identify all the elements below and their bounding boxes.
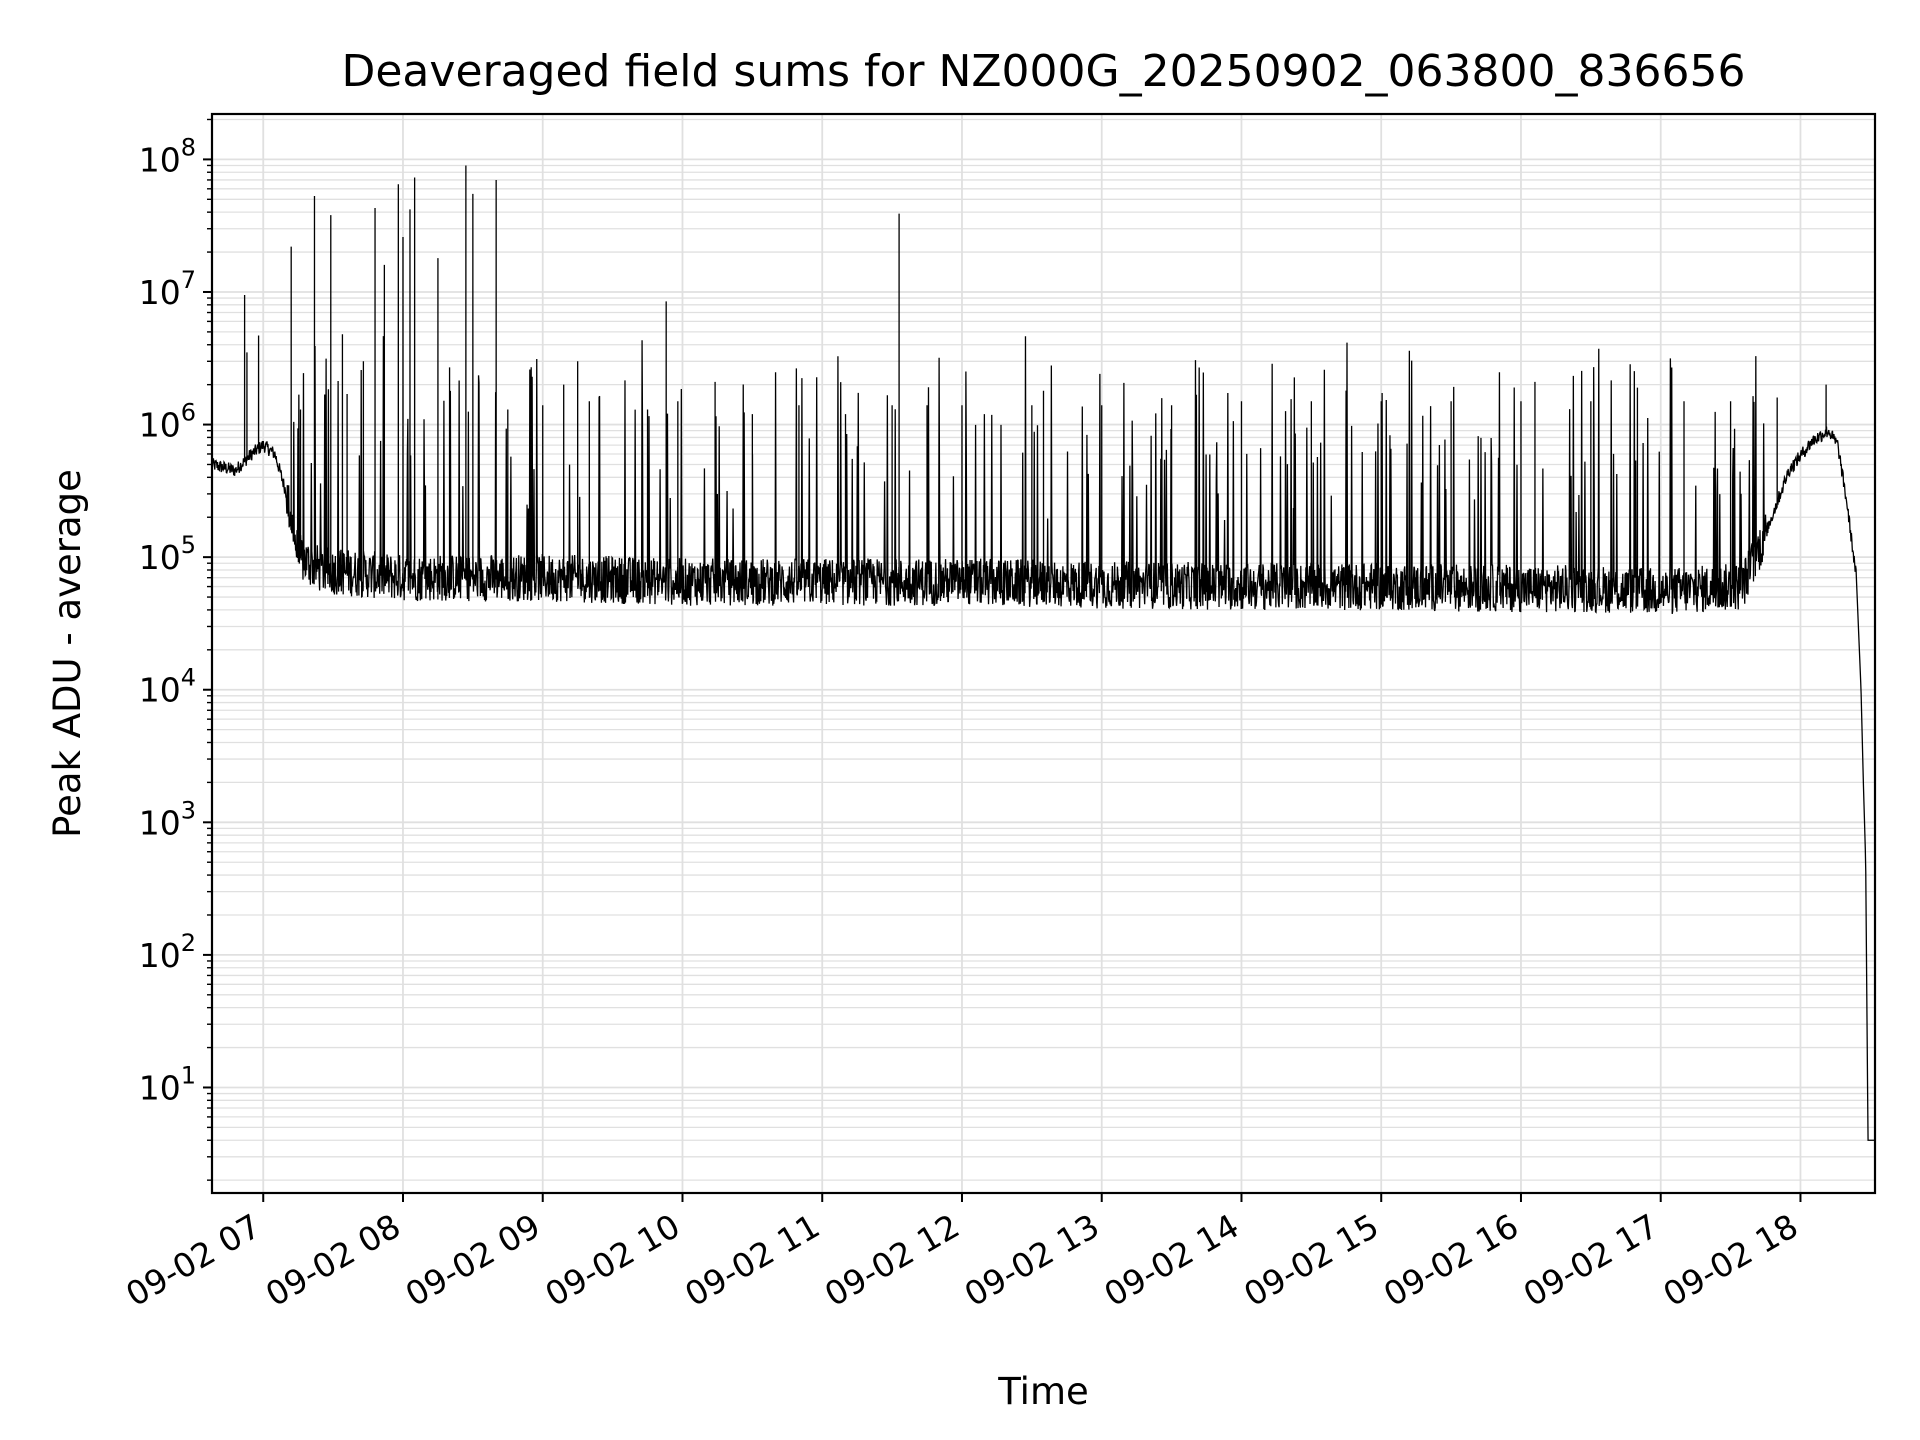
y-tick-label: 101 xyxy=(139,1061,196,1107)
series-line xyxy=(211,165,1875,1141)
y-tick-label: 107 xyxy=(139,266,196,312)
y-tick-label: 104 xyxy=(139,664,196,710)
y-tick-label: 106 xyxy=(139,399,196,445)
x-axis-label: Time xyxy=(997,1370,1089,1413)
plot-frame xyxy=(210,112,1877,1195)
data-layer xyxy=(211,165,1875,1141)
grid-layer xyxy=(212,114,1875,1193)
y-tick-label: 103 xyxy=(139,796,196,842)
chart-title: Deaveraged field sums for NZ000G_2025090… xyxy=(341,46,1745,97)
y-tick-label: 105 xyxy=(139,531,196,577)
y-tick-label: 102 xyxy=(139,929,196,975)
y-axis-label: Peak ADU - average xyxy=(46,469,89,838)
y-tick-label: 108 xyxy=(139,133,196,179)
